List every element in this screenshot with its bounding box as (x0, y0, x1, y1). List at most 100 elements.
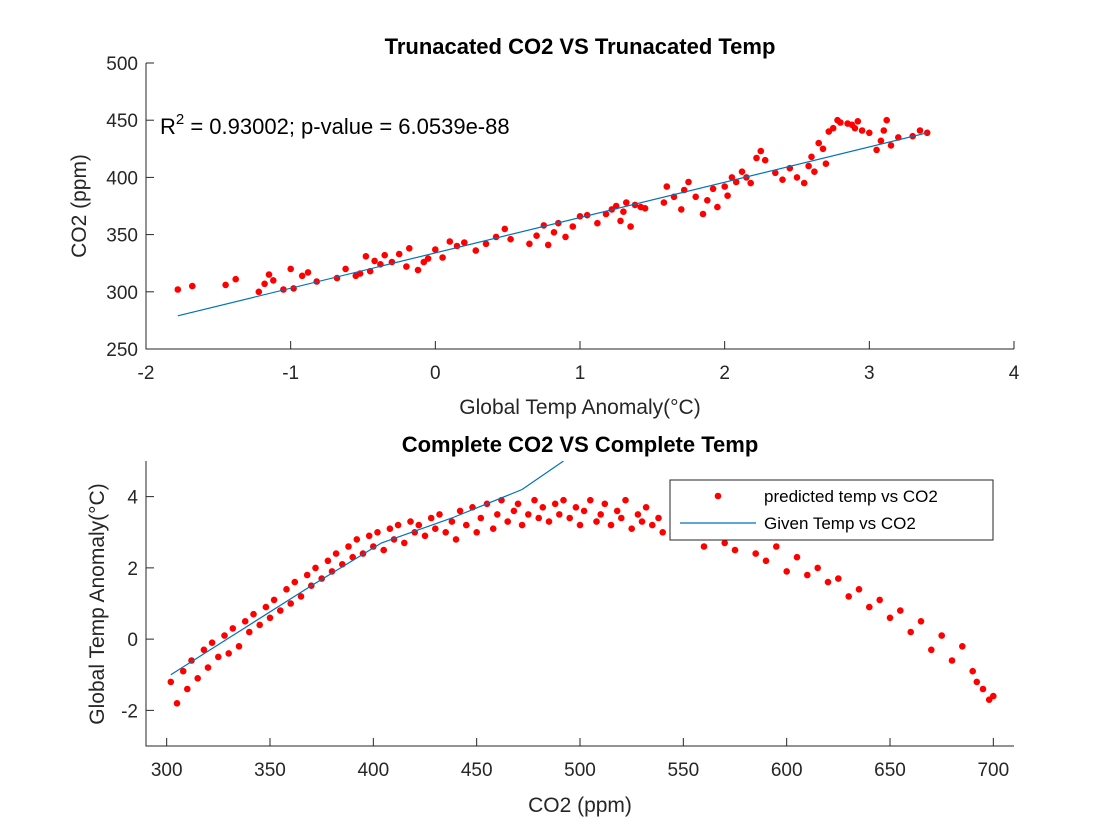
bottom-chart-point (514, 500, 522, 508)
bottom-chart-point (886, 614, 894, 622)
bottom-chart-point (638, 518, 646, 525)
bottom-chart-point (283, 586, 290, 593)
top-chart-point (602, 210, 610, 218)
top-chart-point (728, 174, 736, 181)
top-chart-point (916, 127, 924, 134)
top-chart-point (793, 174, 801, 181)
top-x-tick-label: 2 (719, 363, 730, 384)
bottom-chart-point (510, 507, 518, 515)
bottom-chart-point (194, 675, 201, 682)
top-y-tick-label: 350 (106, 226, 138, 247)
top-chart-point (837, 119, 844, 126)
top-chart-point (395, 250, 403, 258)
top-chart-point (583, 211, 591, 219)
top-chart-point (432, 246, 439, 253)
bottom-chart-point (184, 685, 191, 693)
top-y-tick-label: 500 (106, 54, 138, 75)
top-y-tick-label: 450 (106, 111, 138, 132)
bottom-chart-point (370, 543, 377, 550)
top-chart-point (663, 183, 671, 190)
bottom-chart-point (649, 521, 656, 529)
top-chart-point (255, 288, 263, 296)
bottom-chart-point (824, 578, 832, 586)
bottom-chart-point (415, 521, 423, 529)
bottom-chart-point (312, 564, 319, 572)
bottom-chart-point (762, 557, 770, 565)
bottom-chart-point (250, 610, 257, 618)
bottom-x-tick-label: 700 (977, 760, 1009, 781)
top-chart-point (189, 282, 196, 290)
bottom-chart-point (477, 514, 485, 522)
legend-box (669, 479, 994, 541)
bottom-chart-x-label: CO2 (ppm) (528, 794, 632, 817)
bottom-chart-point (876, 596, 883, 604)
bottom-chart-point (432, 525, 439, 532)
top-chart-point (714, 203, 721, 211)
top-y-tick-label: 250 (106, 340, 138, 361)
bottom-chart-point (731, 546, 739, 554)
top-chart-point (617, 217, 624, 225)
bottom-chart-point (576, 521, 584, 529)
bottom-chart-point (531, 496, 538, 504)
bottom-chart-point (277, 607, 284, 614)
top-chart-annotation: R2 = 0.93002; p-value = 6.0539e-88 (160, 111, 510, 139)
top-x-tick-label: 0 (430, 363, 441, 384)
bottom-chart-point (345, 543, 352, 550)
top-chart-point (704, 197, 711, 204)
bottom-chart-point (204, 664, 212, 671)
top-chart-point (287, 265, 295, 273)
bottom-x-tick-label: 300 (151, 760, 183, 781)
top-chart-point (753, 154, 760, 162)
top-chart-point (298, 272, 306, 280)
bottom-x-tick-label: 400 (357, 760, 389, 781)
bottom-chart-point (593, 518, 600, 525)
bottom-chart-point (489, 525, 497, 532)
bottom-chart-legend: predicted temp vs CO2 Given Temp vs CO2 (669, 479, 994, 541)
bottom-chart-point (179, 667, 187, 675)
top-chart-point (507, 235, 514, 243)
bottom-chart-plot (167, 461, 997, 707)
bottom-chart-point (173, 700, 181, 707)
bottom-chart-point (866, 603, 873, 611)
bottom-chart-point (618, 514, 625, 522)
bottom-chart-point (494, 511, 501, 518)
bottom-chart-point (938, 632, 945, 639)
bottom-chart-point (560, 496, 567, 504)
top-chart-point (261, 280, 268, 288)
bottom-chart: Complete CO2 VS Complete Temp 300 350 400 4… (86, 432, 1014, 817)
top-chart-point (501, 225, 509, 233)
top-y-tick-label: 300 (106, 283, 138, 304)
top-chart-point (858, 127, 866, 134)
bottom-y-tick-label: 2 (127, 559, 138, 580)
bottom-chart-point (566, 514, 573, 522)
top-chart-point (550, 229, 558, 236)
top-chart-point (371, 257, 378, 265)
bottom-chart-point (221, 632, 228, 639)
bottom-chart-point (551, 500, 559, 508)
bottom-chart-point (394, 521, 402, 529)
top-x-tick-label: 3 (864, 363, 875, 384)
bottom-chart-point (959, 643, 966, 650)
top-chart-point (222, 281, 229, 289)
bottom-chart-point (752, 550, 759, 557)
top-chart-point (594, 219, 601, 227)
bottom-x-tick-label: 450 (461, 760, 493, 781)
top-chart-point (641, 205, 649, 212)
top-chart-point (678, 206, 685, 213)
top-chart-point (800, 179, 808, 187)
top-chart-y-ticks: 250 300 350 400 450 500 (106, 54, 154, 361)
bottom-chart-point (235, 643, 243, 650)
bottom-y-tick-label: 4 (127, 488, 138, 509)
bottom-chart-point (525, 511, 532, 518)
bottom-chart-point (897, 607, 904, 614)
bottom-chart-point (324, 557, 332, 565)
bottom-chart-title: Complete CO2 VS Complete Temp (402, 432, 759, 457)
bottom-chart-point (374, 529, 381, 536)
bottom-chart-point (655, 514, 662, 522)
bottom-chart-point (262, 603, 270, 611)
bottom-chart-point (855, 586, 863, 593)
bottom-chart-point (969, 667, 976, 675)
bottom-chart-point (804, 571, 811, 579)
top-chart-point (819, 145, 827, 153)
